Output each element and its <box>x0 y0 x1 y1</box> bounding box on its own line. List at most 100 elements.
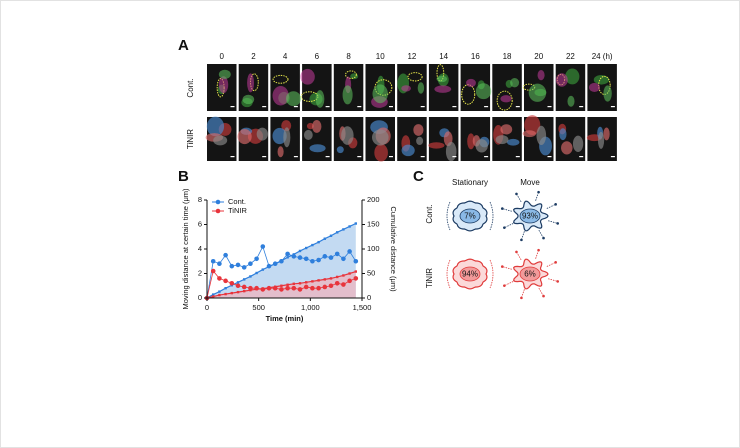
cell-blob <box>312 120 322 133</box>
cell-blob <box>309 144 326 153</box>
scale-bar <box>230 156 235 158</box>
arrow-head <box>503 226 506 229</box>
cell-blob <box>496 90 513 111</box>
cell-blob <box>416 136 424 146</box>
scale-bar <box>293 106 298 108</box>
scale-bar <box>610 156 615 158</box>
moving-point <box>254 256 259 262</box>
moving-point <box>291 285 297 291</box>
cumulative-point <box>354 270 357 273</box>
moving-point <box>347 249 352 254</box>
motion-arrow <box>548 278 558 282</box>
moving-point <box>254 285 259 291</box>
cumulative-point <box>261 268 264 271</box>
panel-b: 0 2 4 6 8 0 50 100 150 200 0 500 1,000 1,500 Time (min… <box>181 188 398 323</box>
scale-bar <box>547 106 552 108</box>
cell-blob <box>341 126 354 145</box>
cell-blob <box>567 95 575 107</box>
moving-point <box>285 251 290 257</box>
y-tick-label: 0 <box>198 293 202 302</box>
cell-blob <box>475 139 488 153</box>
cell-blob <box>336 146 344 154</box>
arrow-head <box>500 265 504 268</box>
cumulative-point <box>305 281 308 284</box>
moving-point <box>328 255 334 260</box>
scale-bar <box>293 156 298 158</box>
cell-blob <box>428 142 445 149</box>
y-axis-label: Moving distance at certain time (μm) <box>181 188 190 310</box>
moving-point <box>272 261 278 267</box>
cell-blob <box>466 78 476 88</box>
motion-arrow <box>521 231 525 241</box>
cell-blob <box>372 84 388 104</box>
arrow-head <box>503 284 506 287</box>
moving-point <box>341 256 346 262</box>
motion-arrow <box>535 191 539 201</box>
cumulative-point <box>342 274 345 277</box>
cell-blob <box>522 130 537 138</box>
arrow-head <box>542 236 545 240</box>
moving-point <box>235 262 241 268</box>
column-label: Move <box>520 178 540 187</box>
cell-blob <box>537 69 545 81</box>
cell-blob <box>506 138 520 146</box>
moving-point <box>223 278 228 284</box>
cell-blob <box>528 83 547 102</box>
cell-blob <box>436 64 445 82</box>
cell-blob <box>401 144 415 157</box>
cell-blob <box>315 90 325 108</box>
cell-blob <box>283 127 291 148</box>
moving-point <box>334 251 340 257</box>
cumulative-point <box>280 284 283 287</box>
time-label: 14 <box>439 52 448 61</box>
legend-label: TiNIR <box>228 206 247 215</box>
y2-tick-label: 0 <box>367 293 371 302</box>
time-label: 0 <box>220 52 225 61</box>
scale-bar <box>420 156 425 158</box>
cell-blob <box>272 74 289 84</box>
moving-point <box>297 255 303 260</box>
cell-blob <box>303 129 313 141</box>
row-label: Cont. <box>425 204 434 223</box>
motion-arrow <box>504 281 514 287</box>
moving-point <box>291 254 297 259</box>
row-label: TiNIR <box>425 268 434 288</box>
cell-blob <box>445 141 457 162</box>
cell-blob <box>272 85 289 106</box>
time-label: 18 <box>503 52 512 61</box>
scale-bar <box>484 106 489 108</box>
cell-blob <box>285 91 301 107</box>
moving-point <box>322 284 328 290</box>
scale-bar <box>230 106 235 108</box>
cell-blob <box>572 135 584 152</box>
y2-tick-label: 150 <box>367 219 380 228</box>
moving-point <box>347 278 352 284</box>
panel-label: B <box>178 168 189 185</box>
scale-bar <box>325 156 330 158</box>
y-tick-label: 8 <box>198 195 202 204</box>
panel-label: A <box>178 37 189 54</box>
cell-blob <box>510 77 520 88</box>
cumulative-point <box>348 272 351 275</box>
cell-blob <box>436 75 448 83</box>
cell-blob <box>281 120 292 132</box>
cumulative-point <box>336 275 339 279</box>
nucleus <box>459 208 481 224</box>
cumulative-point <box>224 287 227 290</box>
cell-blob <box>237 129 252 145</box>
scale-bar <box>389 106 393 108</box>
y2-tick-label: 50 <box>367 268 375 277</box>
moving-point <box>248 285 253 291</box>
cumulative-point <box>348 225 351 228</box>
time-label: 20 <box>534 52 543 61</box>
cumulative-point <box>286 283 289 286</box>
y-tick-label: 6 <box>198 219 202 228</box>
legend-label: Cont. <box>228 197 246 206</box>
cell-blob <box>588 82 601 92</box>
moving-point <box>316 257 321 263</box>
time-label: 8 <box>346 52 351 61</box>
nucleus <box>519 266 541 282</box>
cumulative-point <box>323 278 326 281</box>
nucleus <box>519 208 541 224</box>
cell-blob <box>495 135 509 145</box>
